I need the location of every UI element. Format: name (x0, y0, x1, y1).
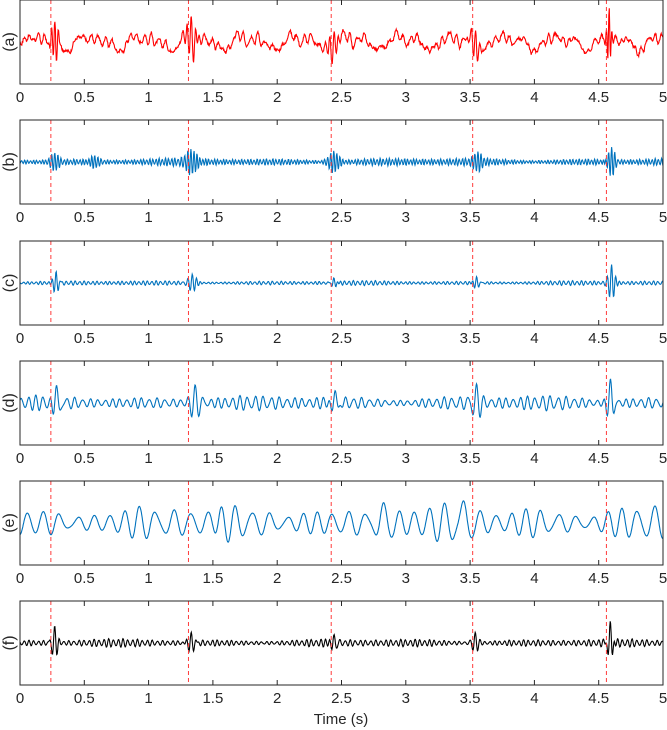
x-tick-label: 3.5 (460, 330, 481, 347)
x-tick-label: 3 (402, 330, 410, 347)
x-tick-label: 4 (530, 690, 538, 707)
panel-a: 0 0.5 1 1.5 2 2.5 3 3.5 4 4.5 5 (a) (1, 0, 667, 106)
x-tick-label: 0.5 (74, 209, 95, 226)
x-tick-label: 3 (402, 450, 410, 467)
x-tick-label: 3 (402, 570, 410, 587)
x-tick-label: 3 (402, 690, 410, 707)
signal-line (20, 621, 663, 656)
panel-c: 0 0.5 1 1.5 2 2.5 3 3.5 4 4.5 5 (c) (1, 240, 667, 347)
panel-label: (b) (1, 152, 18, 172)
x-tick-label: 2 (273, 690, 281, 707)
x-tick-label: 4.5 (588, 690, 609, 707)
x-axis-title: Time (s) (314, 711, 368, 728)
x-tick-label: 1 (144, 330, 152, 347)
x-tick-label: 0 (16, 89, 24, 106)
x-tick-label: 5 (659, 690, 667, 707)
x-tick-label: 2.5 (331, 330, 352, 347)
signal-line (20, 147, 663, 176)
panel-label: (e) (1, 513, 18, 533)
x-tick-label: 0.5 (74, 330, 95, 347)
x-tick-label: 5 (659, 330, 667, 347)
x-tick-label: 0 (16, 330, 24, 347)
x-tick-label: 2.5 (331, 89, 352, 106)
x-tick-label: 4 (530, 89, 538, 106)
x-tick-label: 4.5 (588, 570, 609, 587)
x-tick-label: 1 (144, 450, 152, 467)
x-tick-label: 1 (144, 690, 152, 707)
x-tick-label: 1.5 (202, 450, 223, 467)
x-tick-label: 1.5 (202, 209, 223, 226)
x-tick-label: 1 (144, 570, 152, 587)
x-tick-label: 0 (16, 450, 24, 467)
x-tick-label: 1.5 (202, 89, 223, 106)
x-tick-label: 0 (16, 690, 24, 707)
x-tick-label: 2 (273, 89, 281, 106)
panel-f: 0 0.5 1 1.5 2 2.5 3 3.5 4 4.5 5 (f) (1, 600, 667, 707)
x-tick-label: 2 (273, 209, 281, 226)
x-tick-label: 0.5 (74, 450, 95, 467)
x-tick-label: 2 (273, 330, 281, 347)
x-tick-label: 3.5 (460, 89, 481, 106)
x-tick-label: 5 (659, 570, 667, 587)
panels-group: 0 0.5 1 1.5 2 2.5 3 3.5 4 4.5 5 (a) 0 0.5 1 1.5 2 2.5 3 3.5… (1, 0, 667, 707)
x-tick-label: 4.5 (588, 209, 609, 226)
x-tick-label: 5 (659, 450, 667, 467)
panel-label: (c) (1, 274, 18, 293)
panel-label: (a) (1, 32, 18, 52)
x-tick-label: 2.5 (331, 450, 352, 467)
x-tick-label: 3.5 (460, 570, 481, 587)
x-tick-label: 3 (402, 209, 410, 226)
x-tick-label: 4 (530, 209, 538, 226)
signal-line (20, 8, 663, 65)
x-tick-label: 0.5 (74, 690, 95, 707)
panel-b: 0 0.5 1 1.5 2 2.5 3 3.5 4 4.5 5 (b) (1, 119, 667, 226)
x-tick-label: 2.5 (331, 690, 352, 707)
panel-d: 0 0.5 1 1.5 2 2.5 3 3.5 4 4.5 5 (d) (1, 360, 667, 467)
panel-e: 0 0.5 1 1.5 2 2.5 3 3.5 4 4.5 5 (e) (1, 480, 667, 587)
x-tick-label: 3 (402, 89, 410, 106)
signal-line (20, 378, 663, 419)
signal-line (20, 500, 663, 543)
x-tick-label: 1.5 (202, 330, 223, 347)
axes-box (19, 119, 664, 205)
x-tick-label: 2 (273, 570, 281, 587)
x-tick-label: 5 (659, 89, 667, 106)
x-tick-label: 2 (273, 450, 281, 467)
x-tick-label: 1.5 (202, 570, 223, 587)
x-tick-label: 4 (530, 330, 538, 347)
x-tick-label: 4.5 (588, 89, 609, 106)
x-tick-label: 4.5 (588, 450, 609, 467)
x-tick-label: 5 (659, 209, 667, 226)
x-tick-label: 1 (144, 209, 152, 226)
x-tick-label: 1.5 (202, 690, 223, 707)
x-tick-label: 0.5 (74, 89, 95, 106)
axes-box (19, 0, 664, 85)
x-tick-label: 3.5 (460, 209, 481, 226)
x-tick-label: 4 (530, 570, 538, 587)
x-tick-label: 4.5 (588, 330, 609, 347)
x-tick-label: 3.5 (460, 450, 481, 467)
panel-label: (d) (1, 393, 18, 413)
x-tick-label: 2.5 (331, 209, 352, 226)
x-tick-label: 0 (16, 570, 24, 587)
x-tick-label: 4 (530, 450, 538, 467)
signal-line (20, 264, 663, 298)
axes-box (19, 360, 664, 446)
axes-box (19, 480, 664, 566)
x-tick-label: 0.5 (74, 570, 95, 587)
x-tick-label: 3.5 (460, 690, 481, 707)
x-tick-label: 2.5 (331, 570, 352, 587)
x-tick-label: 1 (144, 89, 152, 106)
x-tick-label: 0 (16, 209, 24, 226)
panel-label: (f) (1, 635, 18, 650)
